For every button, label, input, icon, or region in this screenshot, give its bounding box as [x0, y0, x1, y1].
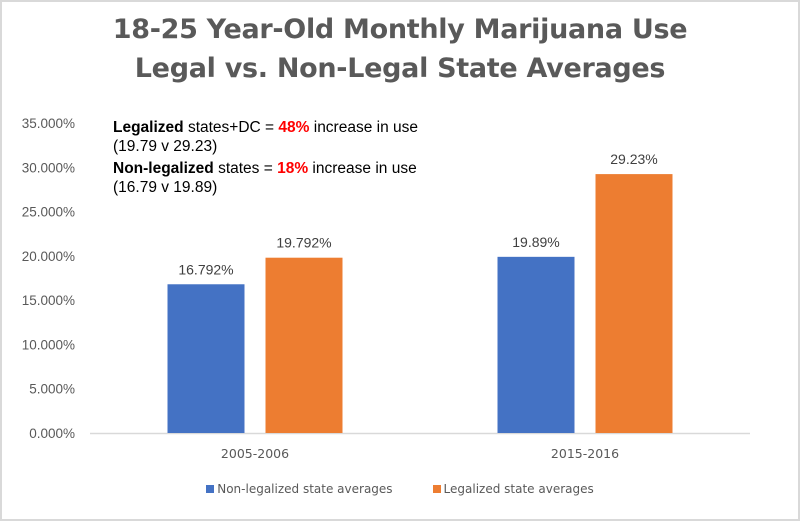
bar-nonlegalized-2015-2016	[497, 256, 575, 433]
legend-label-nonlegalized: Non-legalized state averages	[217, 482, 393, 496]
data-label: 19.792%	[276, 235, 331, 251]
chart-title: 18-25 Year-Old Monthly Marijuana Use	[112, 14, 688, 45]
legend-item-legalized[interactable]: Legalized state averages	[432, 482, 594, 496]
bar-nonlegalized-2005-2006	[167, 284, 245, 433]
annotation-nonlegalized-text2: increase in use (16.79 v 19.89)	[113, 160, 417, 196]
data-label: 16.792%	[178, 261, 233, 277]
y-tick-label: 25.000%	[22, 205, 75, 220]
data-label: 19.89%	[512, 234, 559, 250]
annotation-legalized-text2: increase in use (19.79 v 29.23)	[113, 119, 418, 155]
data-label: 29.23%	[610, 151, 657, 167]
legend-swatch-nonlegalized	[206, 485, 215, 493]
annotation-nonlegalized: Non-legalized states = 18% increase in u…	[113, 159, 453, 197]
y-tick-label: 20.000%	[22, 249, 75, 264]
legend-item-nonlegalized[interactable]: Non-legalized state averages	[206, 482, 393, 496]
y-tick-label: 5.000%	[29, 382, 75, 397]
legend-swatch-legalized	[432, 485, 441, 493]
legend-label-legalized: Legalized state averages	[443, 482, 594, 496]
annotation-legalized-bold: Legalized	[113, 119, 184, 136]
y-tick-label: 0.000%	[29, 426, 75, 441]
bar-legalized-2005-2006	[265, 257, 343, 433]
annotation-legalized-percent: 48%	[278, 119, 310, 136]
x-tick-label: 2005-2006	[221, 446, 289, 461]
annotation-nonlegalized-percent: 18%	[277, 160, 309, 177]
bar-legalized-2015-2016	[595, 174, 673, 433]
annotation-legalized-text1: states+DC =	[183, 119, 279, 136]
x-tick-label: 2015-2016	[551, 446, 619, 461]
chart-subtitle: Legal vs. Non-Legal State Averages	[134, 53, 666, 84]
chart-legend: Non-legalized state averages Legalized s…	[0, 482, 800, 496]
y-tick-label: 30.000%	[22, 160, 75, 175]
annotation-legalized: Legalized states+DC = 48% increase in us…	[113, 118, 453, 156]
y-tick-label: 35.000%	[22, 116, 75, 131]
annotation-nonlegalized-text1: states =	[213, 160, 278, 177]
y-tick-label: 15.000%	[22, 293, 75, 308]
annotation-nonlegalized-bold: Non-legalized	[113, 160, 214, 177]
y-tick-label: 10.000%	[22, 337, 75, 352]
